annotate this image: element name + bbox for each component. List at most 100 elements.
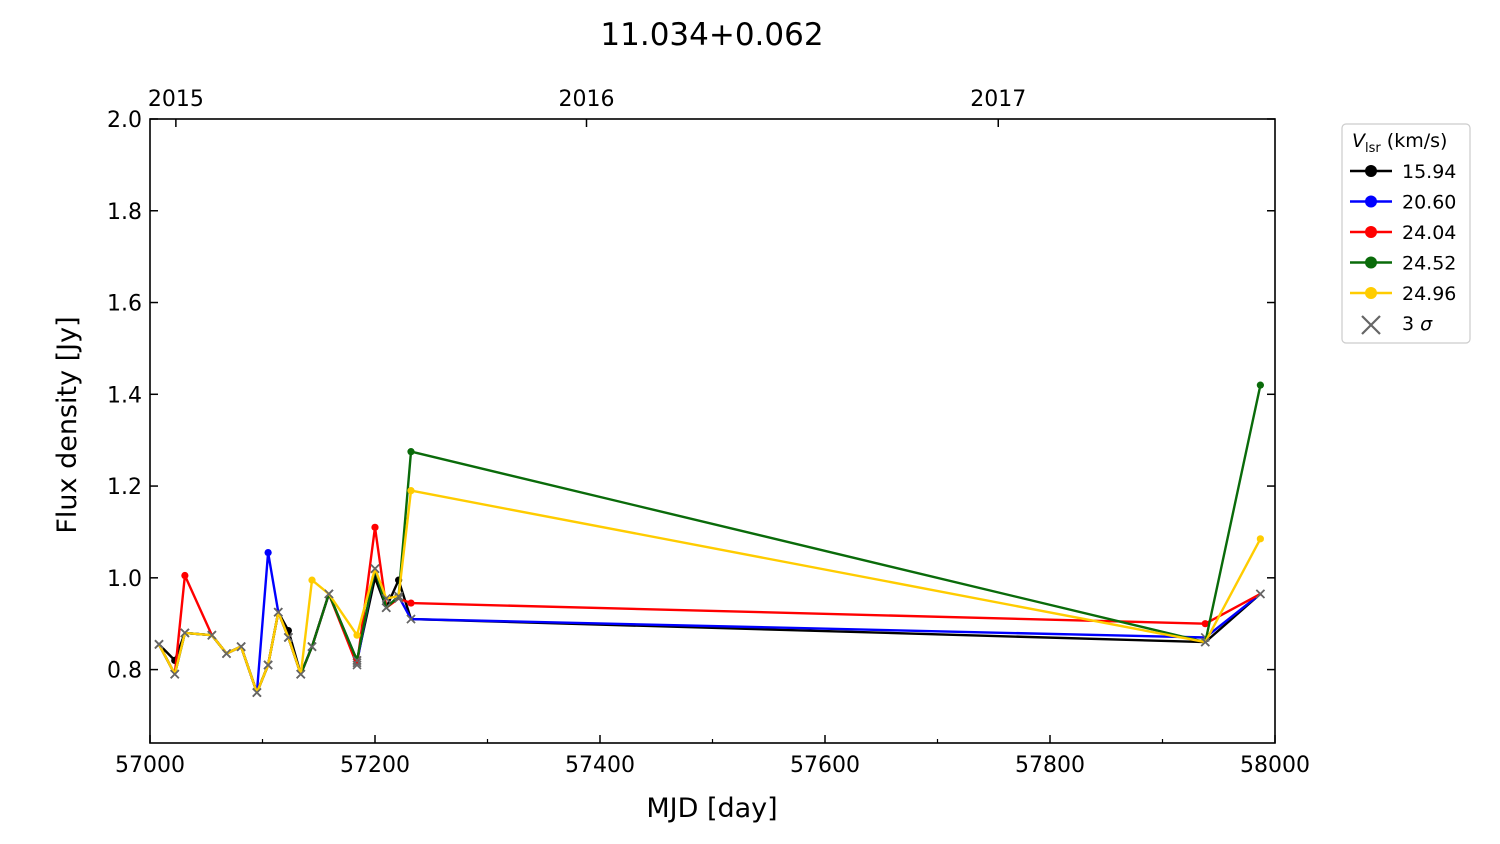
- data-point: [264, 548, 272, 557]
- upper-limit-cross: [381, 593, 391, 604]
- plot-frame: [149, 118, 1276, 744]
- upper-limit-cross: [170, 669, 180, 679]
- legend-entry-24.52: 24.52: [1350, 253, 1456, 275]
- legend-marker: [1365, 256, 1377, 269]
- legend-marker: [1365, 226, 1377, 238]
- upper-limit-marker: [370, 564, 380, 574]
- data-point: [1256, 381, 1264, 389]
- upper-limit-cross: [370, 564, 380, 574]
- upper-limit-cross: [263, 660, 273, 670]
- upper-limit-cross: [283, 632, 293, 643]
- upper-limit-cross: [381, 603, 391, 613]
- legend-entry-24.04: 24.04: [1350, 222, 1456, 244]
- legend-entry-upper-limit: 3 σ: [1361, 313, 1433, 335]
- data-point: [1256, 535, 1264, 543]
- legend-label: 20.60: [1402, 192, 1456, 214]
- upper-limit-cross: [324, 589, 334, 599]
- legend-entry-20.60: 20.60: [1350, 192, 1456, 214]
- upper-limit-marker: [1255, 589, 1265, 599]
- legend-label: 24.52: [1402, 253, 1456, 275]
- y-tick-label: 1.6: [107, 292, 142, 317]
- y-axis-label: Flux density [Jy]: [52, 316, 83, 533]
- upper-limit-cross: [307, 642, 317, 652]
- upper-limit-cross: [394, 591, 404, 601]
- legend-title-symbol: V: [1352, 130, 1367, 152]
- upper-limit-marker: [1200, 637, 1210, 647]
- legend-label: 24.04: [1402, 222, 1456, 244]
- top-year-label: 2016: [559, 87, 615, 112]
- y-tick-label: 1.4: [107, 383, 142, 408]
- legend-label: 15.94: [1402, 161, 1456, 183]
- upper-limit-cross: [1200, 637, 1210, 647]
- upper-limit-cross: [273, 607, 283, 617]
- upper-limit-marker: [263, 660, 273, 670]
- x-tick-label: 57600: [790, 753, 860, 778]
- upper-limit-marker: [170, 669, 180, 679]
- data-point: [353, 631, 361, 639]
- y-tick-label: 1.0: [107, 567, 142, 592]
- upper-limit-cross: [207, 630, 217, 640]
- series-line: [157, 551, 1262, 694]
- upper-limit-marker: [352, 655, 362, 665]
- legend-title: Vlsr (km/s): [1352, 130, 1447, 156]
- upper-limit-cross: [236, 642, 246, 652]
- upper-limit-marker: [394, 591, 404, 601]
- upper-limit-marker: [381, 593, 391, 604]
- upper-limit-marker: [221, 648, 232, 659]
- y-tick-label: 1.2: [107, 475, 142, 500]
- series-24.04: [154, 523, 1265, 698]
- upper-limit-marker: [236, 642, 246, 652]
- upper-limit-marker: [324, 589, 334, 599]
- legend-upper-limit-label: 3 σ: [1402, 313, 1433, 335]
- data-point: [371, 523, 379, 531]
- legend-entry-24.96: 24.96: [1350, 283, 1456, 305]
- top-year-label: 2017: [970, 87, 1026, 112]
- x-axis-label: MJD [day]: [646, 793, 777, 824]
- upper-limit-cross: [180, 628, 190, 638]
- legend-label: 24.96: [1402, 283, 1456, 305]
- upper-limit-cross: [352, 655, 362, 665]
- x-tick-label: 57000: [115, 753, 185, 778]
- data-point: [1201, 620, 1209, 628]
- upper-limit-cross: [406, 614, 416, 624]
- legend-marker: [1365, 287, 1377, 299]
- series-24.52: [154, 381, 1264, 698]
- series-line: [157, 384, 1262, 694]
- x-tick-label: 57400: [565, 753, 635, 778]
- upper-limit-marker: [307, 642, 317, 652]
- series-24.96: [154, 487, 1264, 698]
- upper-limit-marker: [273, 607, 283, 617]
- y-tick-label: 0.8: [107, 659, 142, 684]
- y-tick-label: 2.0: [107, 108, 142, 133]
- upper-limit-cross: [296, 669, 306, 679]
- upper-limit-marker: [180, 628, 190, 638]
- axis-ticks: 57000 57200 57400 57600 57800 58000 0.8 1.0 1.2 1…: [107, 87, 1310, 778]
- upper-limit-marker: [252, 687, 262, 698]
- y-tick-label: 1.8: [107, 200, 142, 225]
- upper-limit-marker: [381, 603, 391, 613]
- data-point: [407, 599, 415, 607]
- upper-limit-marker: [283, 632, 293, 643]
- upper-limit-marker: [207, 630, 217, 640]
- legend: Vlsr (km/s) 15.94 20.60 24.04 24.52 24.96 3 …: [1341, 123, 1471, 344]
- x-tick-label: 57800: [1015, 753, 1085, 778]
- upper-limit-cross: [154, 639, 164, 649]
- data-point: [407, 487, 415, 495]
- top-year-label: 2015: [148, 87, 204, 112]
- series-line: [157, 489, 1262, 694]
- upper-limit-cross: [394, 593, 404, 604]
- legend-title-unit: (km/s): [1387, 130, 1448, 152]
- data-point: [181, 571, 189, 580]
- legend-marker: [1365, 195, 1377, 208]
- upper-limit-marker: [406, 614, 416, 624]
- x-tick-label: 57200: [340, 753, 410, 778]
- upper-limit-marker: [296, 669, 306, 679]
- upper-limit-marker: [154, 639, 164, 649]
- chart-title: 11.034+0.062: [600, 17, 823, 53]
- data-point: [407, 448, 415, 456]
- legend-entry-15.94: 15.94: [1350, 161, 1456, 183]
- legend-entries: 15.94 20.60 24.04 24.52 24.96: [1350, 161, 1456, 305]
- upper-limit-cross: [252, 687, 262, 698]
- legend-title-subscript: lsr: [1365, 141, 1381, 156]
